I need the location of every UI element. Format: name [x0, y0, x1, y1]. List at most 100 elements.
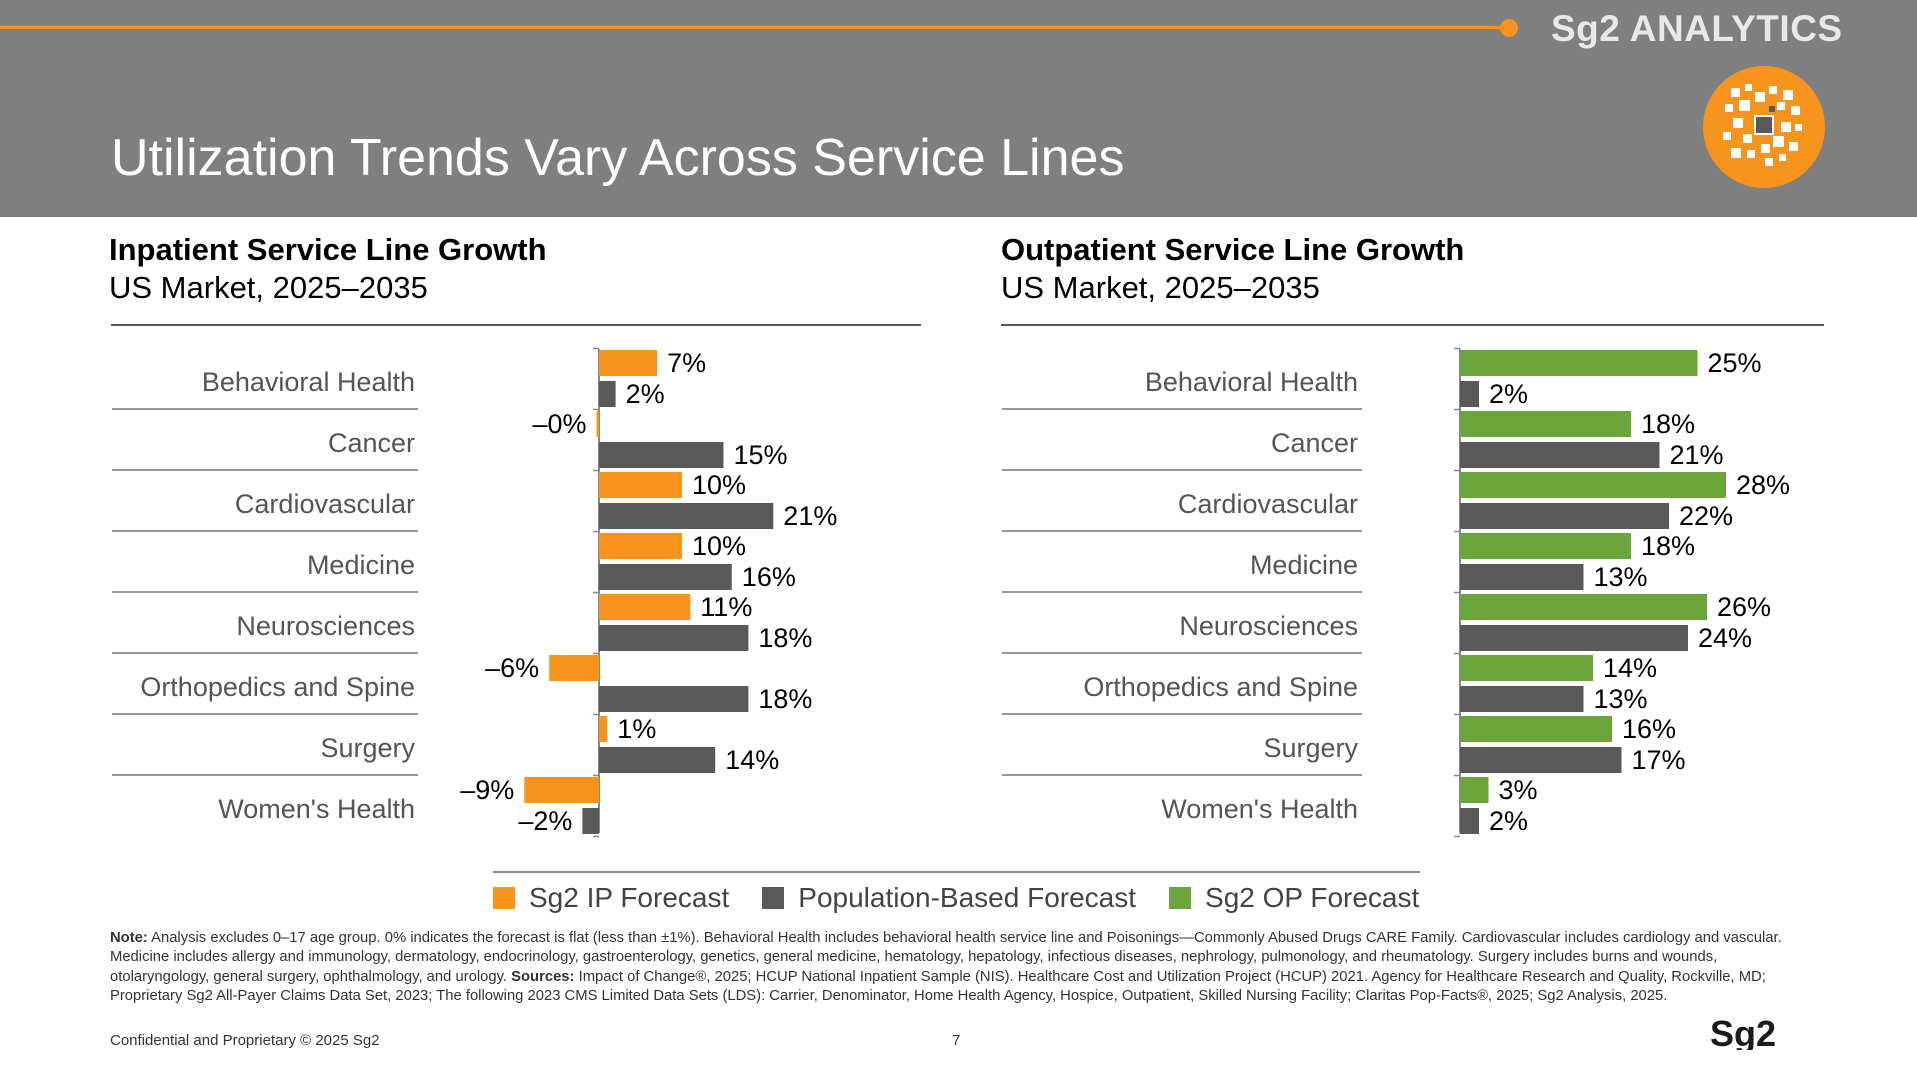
bar-sg2-op-forecast-orthopedics-and-spine	[1460, 655, 1593, 681]
category-label-cancer: Cancer	[328, 428, 415, 458]
legend-item-op: Sg2 OP Forecast	[1169, 882, 1419, 914]
slide-title: Utilization Trends Vary Across Service L…	[111, 129, 1125, 187]
bar-population-based-forecast-medicine	[599, 564, 732, 590]
brand-name: Sg2 ANALYTICS	[1551, 8, 1843, 49]
bar-population-based-forecast-cardiovascular	[1460, 503, 1669, 529]
bar-population-based-forecast-orthopedics-and-spine	[1460, 686, 1584, 712]
bar-sg2-ip-forecast-orthopedics-and-spine	[549, 655, 599, 681]
bar-population-based-forecast-behavioral-health	[599, 381, 616, 407]
confidential-notice: Confidential and Proprietary © 2025 Sg2	[110, 1032, 380, 1049]
data-label-population-based-forecast-neurosciences: 24%	[1698, 623, 1752, 653]
category-label-surgery: Surgery	[1263, 733, 1358, 763]
inpatient-title-rule	[111, 324, 921, 326]
legend-item-ip: Sg2 IP Forecast	[493, 882, 729, 914]
inpatient-bar-chart: Behavioral Health 7%2% Cancer –0% 15% Cardiov…	[112, 347, 837, 838]
outpatient-bar-chart: Behavioral Health25%2%Cancer18%21%Cardio…	[1002, 347, 1790, 838]
inpatient-panel-subtitle: US Market, 2025–2035	[109, 270, 428, 305]
data-label-population-based-forecast-women-s-health: –2%	[518, 806, 572, 836]
header-accent-line	[0, 26, 1505, 29]
outpatient-panel-title: Outpatient Service Line Growth	[1001, 232, 1465, 267]
data-label-population-based-forecast-medicine: 16%	[742, 562, 796, 592]
bar-population-based-forecast-cancer	[1460, 442, 1660, 468]
category-label-neurosciences: Neurosciences	[1179, 611, 1358, 641]
bar-population-based-forecast-women-s-health	[1460, 808, 1479, 834]
legend-label-population: Population-Based Forecast	[798, 882, 1137, 913]
footer-logo-text: Sg2	[1710, 1016, 1776, 1050]
data-label-population-based-forecast-surgery: 17%	[1632, 745, 1686, 775]
bar-population-based-forecast-cardiovascular	[599, 503, 774, 529]
data-label-sg2-ip-forecast-orthopedics-and-spine: –6%	[485, 653, 539, 683]
bar-population-based-forecast-medicine	[1460, 564, 1584, 590]
category-label-orthopedics-and-spine: Orthopedics and Spine	[1083, 672, 1358, 702]
data-label-population-based-forecast-cancer: 15%	[734, 440, 788, 470]
outpatient-title-rule	[1001, 324, 1824, 326]
bar-sg2-ip-forecast-medicine	[599, 533, 682, 559]
bar-sg2-ip-forecast-behavioral-health	[599, 350, 658, 376]
bar-sg2-ip-forecast-surgery	[599, 716, 608, 742]
legend-label-op: Sg2 OP Forecast	[1205, 882, 1420, 913]
bar-population-based-forecast-cancer	[599, 442, 724, 468]
bar-sg2-ip-forecast-cancer	[596, 411, 599, 437]
data-label-population-based-forecast-orthopedics-and-spine: 13%	[1594, 684, 1648, 714]
page-number: 7	[952, 1032, 961, 1049]
data-label-sg2-op-forecast-neurosciences: 26%	[1717, 592, 1771, 622]
data-label-sg2-ip-forecast-behavioral-health: 7%	[667, 348, 706, 378]
outpatient-panel-subtitle: US Market, 2025–2035	[1001, 270, 1320, 305]
data-label-population-based-forecast-surgery: 14%	[725, 745, 779, 775]
bar-sg2-ip-forecast-cardiovascular	[599, 472, 682, 498]
data-label-sg2-op-forecast-behavioral-health: 25%	[1708, 348, 1762, 378]
inpatient-panel-title: Inpatient Service Line Growth	[109, 232, 547, 267]
data-label-sg2-op-forecast-women-s-health: 3%	[1499, 775, 1538, 805]
legend-label-ip: Sg2 IP Forecast	[529, 882, 730, 913]
bar-population-based-forecast-orthopedics-and-spine	[599, 686, 749, 712]
data-label-sg2-op-forecast-medicine: 18%	[1641, 531, 1695, 561]
header-band: Sg2 ANALYTICS Utilization Trends Vary Ac…	[0, 0, 1917, 217]
bar-population-based-forecast-surgery	[599, 747, 716, 773]
bar-sg2-ip-forecast-neurosciences	[599, 594, 691, 620]
data-label-sg2-op-forecast-cancer: 18%	[1641, 409, 1695, 439]
bar-population-based-forecast-neurosciences	[1460, 625, 1688, 651]
bar-sg2-op-forecast-women-s-health	[1460, 777, 1489, 803]
data-label-sg2-ip-forecast-cancer: –0%	[532, 409, 586, 439]
category-label-cardiovascular: Cardiovascular	[235, 489, 415, 519]
sg2-footer-logo-icon: Sg2	[1710, 1016, 1812, 1050]
data-label-population-based-forecast-cancer: 21%	[1670, 440, 1724, 470]
bar-sg2-op-forecast-medicine	[1460, 533, 1631, 559]
category-label-behavioral-health: Behavioral Health	[1145, 367, 1358, 397]
data-label-sg2-op-forecast-orthopedics-and-spine: 14%	[1603, 653, 1657, 683]
category-label-behavioral-health: Behavioral Health	[202, 367, 415, 397]
category-label-neurosciences: Neurosciences	[236, 611, 415, 641]
category-label-medicine: Medicine	[1250, 550, 1358, 580]
data-label-population-based-forecast-cardiovascular: 22%	[1679, 501, 1733, 531]
chart-legend: Sg2 IP Forecast Population-Based Forecas…	[493, 878, 1452, 918]
category-label-women-s-health: Women's Health	[218, 794, 415, 824]
category-label-women-s-health: Women's Health	[1161, 794, 1358, 824]
data-label-sg2-ip-forecast-cardiovascular: 10%	[692, 470, 746, 500]
category-label-orthopedics-and-spine: Orthopedics and Spine	[140, 672, 415, 702]
category-label-surgery: Surgery	[320, 733, 415, 763]
data-label-population-based-forecast-neurosciences: 18%	[758, 623, 812, 653]
legend-swatch-population	[762, 887, 785, 909]
bar-population-based-forecast-behavioral-health	[1460, 381, 1479, 407]
category-label-medicine: Medicine	[307, 550, 415, 580]
footnote: Note: Analysis excludes 0–17 age group. …	[110, 929, 1810, 1007]
bar-sg2-op-forecast-cancer	[1460, 411, 1631, 437]
sg2-analytics-logo-icon	[1703, 66, 1825, 188]
legend-swatch-op	[1169, 887, 1192, 909]
data-label-population-based-forecast-women-s-health: 2%	[1489, 806, 1528, 836]
header-accent-dot	[1500, 19, 1518, 37]
category-label-cancer: Cancer	[1271, 428, 1358, 458]
sources-label: Sources:	[511, 968, 575, 985]
data-label-sg2-op-forecast-cardiovascular: 28%	[1736, 470, 1790, 500]
legend-swatch-ip	[493, 887, 515, 909]
bar-sg2-op-forecast-cardiovascular	[1460, 472, 1726, 498]
data-label-population-based-forecast-medicine: 13%	[1594, 562, 1648, 592]
data-label-sg2-ip-forecast-medicine: 10%	[692, 531, 746, 561]
data-label-population-based-forecast-behavioral-health: 2%	[626, 379, 665, 409]
bar-population-based-forecast-women-s-health	[582, 808, 599, 834]
bar-sg2-op-forecast-neurosciences	[1460, 594, 1707, 620]
bar-sg2-ip-forecast-women-s-health	[524, 777, 599, 803]
service-line-growth-charts: Behavioral Health7%2%Cancer–0%15%Cardiov…	[112, 347, 1790, 873]
data-label-sg2-ip-forecast-women-s-health: –9%	[460, 775, 514, 805]
bar-population-based-forecast-neurosciences	[599, 625, 749, 651]
